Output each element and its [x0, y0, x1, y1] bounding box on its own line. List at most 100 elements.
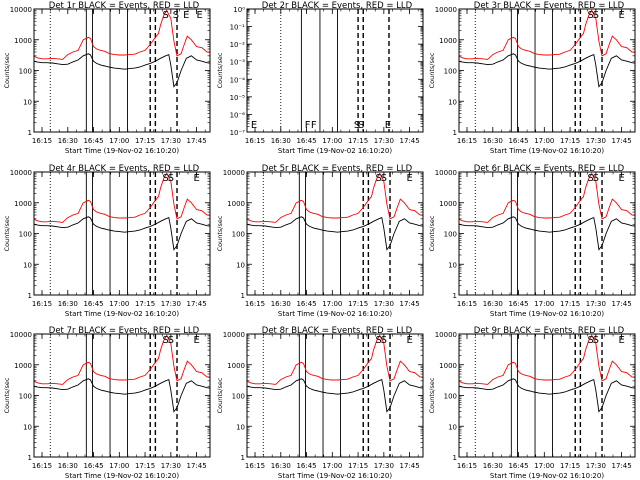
x-tick-label: 16:30 [271, 462, 291, 470]
x-tick-label: 16:45 [296, 300, 316, 308]
y-tick-label: 100 [19, 231, 32, 239]
panel-frame [246, 171, 424, 296]
series-line-events [34, 53, 210, 88]
marker-label: S [588, 173, 594, 184]
x-tick-label: 17:15 [348, 137, 368, 145]
marker-label: S [593, 10, 599, 21]
series-line-events [247, 378, 423, 413]
plot-area [247, 334, 423, 457]
y-axis-label: Counts/sec [3, 377, 11, 413]
x-tick-label: 17:00 [534, 137, 554, 145]
x-tick-label: 16:45 [83, 137, 103, 145]
x-tick-label: 16:45 [83, 300, 103, 308]
x-tick-label: 16:45 [508, 300, 528, 308]
panel-frame [33, 333, 211, 458]
x-tick-label: 16:30 [58, 462, 78, 470]
y-tick-label: 1 [241, 454, 245, 462]
y-tick-label: 10⁻⁷ [230, 129, 246, 137]
y-axis-label: Counts/sec [428, 52, 436, 88]
panel-det-7: Det 7r BLACK = Events, RED = LLD Counts/s… [3, 326, 211, 480]
x-axis-label: Start Time (19-Nov-02 16:10:20) [278, 472, 392, 480]
x-tick-label: 16:30 [483, 300, 503, 308]
x-tick-label: 17:15 [135, 137, 155, 145]
series-line-lld [34, 9, 210, 60]
x-tick-label: 17:30 [161, 462, 181, 470]
y-axis-label: Counts/sec [3, 215, 11, 251]
marker-label: S [593, 335, 599, 346]
y-tick-label: 100 [444, 231, 457, 239]
x-tick-label: 17:00 [322, 300, 342, 308]
marker-label: S [168, 335, 174, 346]
x-tick-label: 17:15 [560, 137, 580, 145]
y-tick-label: 100 [19, 68, 32, 76]
x-tick-label: 17:00 [109, 300, 129, 308]
x-tick-label: 17:45 [187, 137, 207, 145]
series-line-lld [34, 334, 210, 385]
y-tick-label: 10000 [10, 331, 32, 339]
marker-label: S [376, 173, 382, 184]
plot-area [247, 172, 423, 295]
x-tick-label: 16:30 [58, 300, 78, 308]
plot-area [459, 172, 635, 295]
panel-title: Det 9r BLACK = Events, RED = LLD [474, 326, 625, 336]
series-line-lld [459, 172, 635, 223]
plot-area [280, 9, 390, 132]
x-tick-label: 16:45 [508, 137, 528, 145]
y-tick-label: 10 [23, 261, 32, 269]
marker-label: E [406, 335, 412, 346]
y-tick-label: 10⁻³ [230, 59, 246, 67]
series-line-events [34, 378, 210, 413]
y-tick-label: 10000 [223, 169, 245, 177]
y-tick-label: 10⁻² [230, 41, 246, 49]
series-line-events [459, 216, 635, 251]
panel-title: Det 5r BLACK = Events, RED = LLD [262, 164, 413, 174]
x-tick-label: 16:15 [32, 462, 52, 470]
x-tick-label: 17:00 [109, 137, 129, 145]
marker-label: S [593, 173, 599, 184]
marker-label: S [163, 335, 169, 346]
y-tick-label: 1000 [439, 362, 457, 370]
panel-title: Det 3r BLACK = Events, RED = LLD [474, 1, 625, 11]
panel-det-3: Det 3r BLACK = Events, RED = LLD Counts/s… [428, 1, 636, 155]
y-axis-label: Counts/sec [216, 52, 224, 88]
x-tick-label: 17:30 [374, 300, 394, 308]
y-tick-label: 1 [241, 292, 245, 300]
x-tick-label: 16:15 [245, 137, 265, 145]
plot-area [34, 172, 210, 295]
panel-det-4: Det 4r BLACK = Events, RED = LLD Counts/s… [3, 164, 211, 318]
y-tick-label: 10⁻¹ [230, 24, 246, 32]
marker-label: S [588, 10, 594, 21]
y-tick-label: 1 [28, 129, 32, 137]
y-tick-label: 1 [28, 454, 32, 462]
x-tick-label: 16:45 [296, 137, 316, 145]
panel-title: Det 7r BLACK = Events, RED = LLD [49, 326, 200, 336]
x-tick-label: 16:15 [245, 462, 265, 470]
x-tick-label: 17:15 [560, 300, 580, 308]
x-tick-label: 17:45 [612, 300, 632, 308]
x-tick-label: 17:45 [187, 300, 207, 308]
y-tick-label: 10 [448, 261, 457, 269]
x-axis-label: Start Time (19-Nov-02 16:10:20) [65, 147, 179, 155]
x-tick-label: 17:30 [374, 137, 394, 145]
series-line-events [247, 216, 423, 251]
x-tick-label: 17:30 [374, 462, 394, 470]
x-tick-label: 17:45 [400, 300, 420, 308]
marker-label: E [193, 335, 199, 346]
series-line-events [459, 53, 635, 88]
x-axis-label: Start Time (19-Nov-02 16:10:20) [65, 310, 179, 318]
x-tick-label: 17:15 [135, 300, 155, 308]
panel-frame [458, 333, 636, 458]
x-tick-label: 17:30 [161, 137, 181, 145]
x-tick-label: 16:30 [483, 462, 503, 470]
y-tick-label: 1000 [14, 362, 32, 370]
panel-det-1: Det 1r BLACK = Events, RED = LLD Counts/s… [3, 1, 211, 155]
x-tick-label: 17:45 [400, 462, 420, 470]
panel-title: Det 6r BLACK = Events, RED = LLD [474, 164, 625, 174]
x-tick-label: 17:15 [348, 300, 368, 308]
x-tick-label: 17:00 [322, 137, 342, 145]
x-tick-label: 16:15 [32, 300, 52, 308]
x-tick-label: 17:30 [586, 462, 606, 470]
y-tick-label: 10000 [435, 331, 457, 339]
y-axis-label: Counts/sec [3, 52, 11, 88]
